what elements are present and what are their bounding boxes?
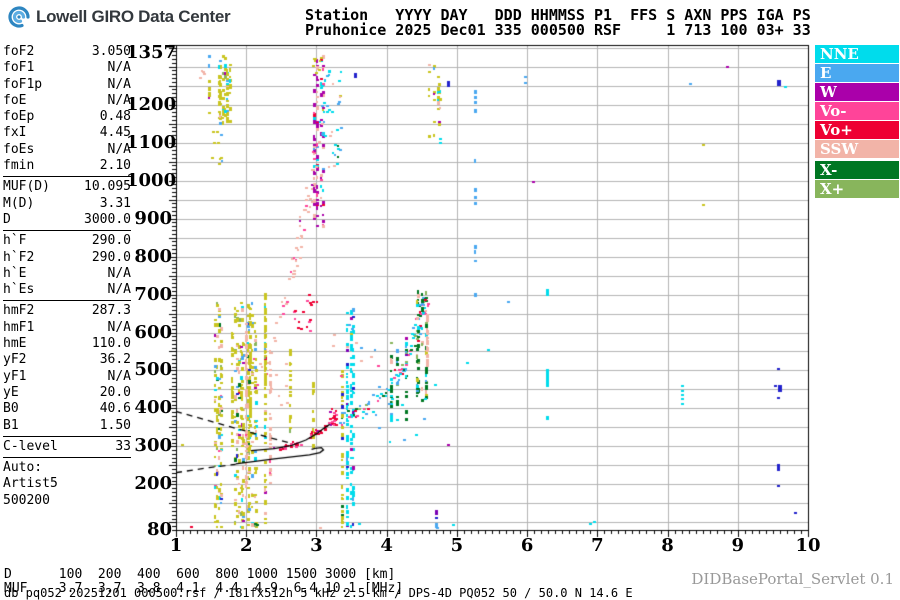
legend-item-vo: Vo+ [815, 121, 899, 139]
y-tick-label: 1000 [126, 169, 177, 191]
legend-item-nne: NNE [815, 45, 899, 63]
y-tick-label: 400 [134, 397, 172, 419]
legend-item-vo: Vo- [815, 102, 899, 120]
x-tick-label: 2 [239, 535, 253, 556]
y-tick-label: 500 [134, 359, 172, 381]
y-tick-label: 600 [134, 321, 172, 343]
y-tick-label: 80 [146, 519, 172, 540]
legend-item-ssw: SSW [815, 140, 899, 158]
legend: NNE E W Vo- Vo+ SSW X- X+ [815, 45, 899, 199]
y-tick-label: 1100 [126, 131, 177, 153]
y-tick-label: 300 [134, 435, 172, 457]
y-tick-label: 1200 [126, 93, 177, 115]
x-tick-label: 5 [450, 535, 464, 556]
y-tick-label: 1357 [126, 42, 177, 63]
legend-item-e: E [815, 64, 899, 82]
x-tick-label: 1 [169, 535, 183, 556]
legend-item-x: X- [815, 161, 899, 179]
y-tick-label: 700 [134, 283, 172, 305]
y-tick-label: 200 [134, 473, 172, 495]
x-tick-label: 6 [520, 535, 534, 556]
muf-row: MUF 3.7 3.7 3.8 4.1 4.4 4.9 6.4 10.1 [MH… [4, 581, 404, 596]
legend-item-w: W [815, 83, 899, 101]
x-tick-label: 9 [731, 535, 745, 556]
status-line: db pq052 20251201 000500.rsf / 181fx512h… [4, 586, 633, 600]
x-tick-label: 3 [310, 535, 323, 556]
x-tick-label: 7 [591, 535, 604, 556]
legend-item-x: X+ [815, 180, 899, 198]
y-tick-label: 900 [134, 207, 172, 229]
d-row: D 100 200 400 600 800 1000 1500 3000 [km… [4, 567, 396, 582]
y-tick-label: 800 [134, 245, 172, 267]
servlet-version-label: DIDBasePortal_Servlet 0.1 [691, 570, 894, 588]
x-tick-label: 4 [380, 535, 393, 556]
x-tick-label: 10 [795, 535, 821, 556]
x-tick-label: 8 [661, 535, 674, 556]
